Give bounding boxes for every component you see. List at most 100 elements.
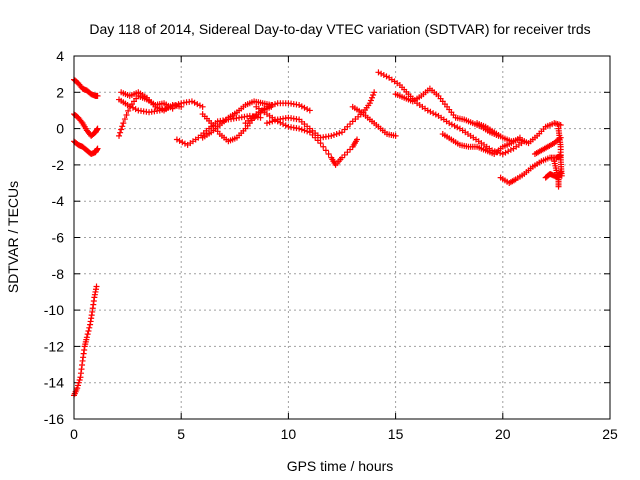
x-tick-label: 15 xyxy=(388,426,404,442)
data-point xyxy=(266,119,273,126)
y-tick-label: -4 xyxy=(52,193,65,209)
data-point xyxy=(317,140,324,147)
data-point xyxy=(371,89,378,96)
data-point xyxy=(558,172,565,179)
grid-lines xyxy=(74,56,610,419)
data-point xyxy=(74,385,81,392)
plot-frame xyxy=(73,55,611,420)
data-point xyxy=(123,111,130,118)
data-point xyxy=(448,121,455,128)
data-point xyxy=(282,122,289,129)
data-point xyxy=(430,110,437,117)
data-point xyxy=(341,126,348,133)
axis-ticks: 0 5 10 15 20 25 -16 -14 -12 -10 -8 -6 -4 -2 0 2 4 xyxy=(44,48,618,442)
data-point xyxy=(76,376,83,383)
data-point xyxy=(257,114,264,121)
data-point xyxy=(427,108,434,115)
data-point xyxy=(269,118,276,125)
data-point xyxy=(301,104,308,111)
x-tick-label: 0 xyxy=(70,426,78,442)
data-point xyxy=(296,102,303,109)
data-point xyxy=(296,125,303,132)
data-point xyxy=(446,120,453,127)
data-point xyxy=(369,94,376,101)
data-point xyxy=(325,151,332,158)
data-points xyxy=(71,69,565,399)
data-point xyxy=(94,145,101,152)
y-axis-label: SDTVAR / TECUs xyxy=(5,181,21,293)
data-point xyxy=(301,127,308,134)
data-point xyxy=(336,130,343,137)
data-point xyxy=(269,102,276,109)
data-point xyxy=(188,98,195,105)
data-point xyxy=(78,118,85,125)
data-point xyxy=(354,136,361,143)
data-point xyxy=(116,132,123,139)
x-tick-label: 5 xyxy=(177,426,185,442)
data-series-s18 xyxy=(474,120,564,147)
data-point xyxy=(86,324,93,331)
data-point xyxy=(121,116,128,123)
x-tick-label: 20 xyxy=(495,426,511,442)
data-point xyxy=(266,102,273,109)
data-point xyxy=(298,126,305,133)
data-point xyxy=(341,151,348,158)
data-point xyxy=(178,103,185,110)
data-point xyxy=(344,123,351,130)
y-tick-label: -12 xyxy=(44,338,64,354)
data-point xyxy=(328,132,335,139)
data-series-s14 xyxy=(349,103,399,139)
data-point xyxy=(347,121,354,128)
data-point xyxy=(84,331,91,338)
data-point xyxy=(263,103,270,110)
data-series-s23 xyxy=(551,158,562,190)
data-point xyxy=(392,132,399,139)
y-tick-label: 2 xyxy=(56,84,64,100)
data-point xyxy=(181,140,188,147)
data-point xyxy=(432,111,439,118)
data-point xyxy=(380,72,387,79)
data-series-s22 xyxy=(555,125,565,179)
data-point xyxy=(191,99,198,106)
data-series-s2 xyxy=(71,111,101,139)
data-point xyxy=(176,137,183,144)
data-point xyxy=(555,183,562,190)
data-point xyxy=(194,101,201,108)
data-series-s7 xyxy=(118,89,185,114)
y-tick-label: -10 xyxy=(44,302,64,318)
data-point xyxy=(499,151,506,158)
data-point xyxy=(173,136,180,143)
data-point xyxy=(117,129,124,136)
y-tick-label: -8 xyxy=(52,266,65,282)
data-point xyxy=(272,117,278,124)
data-point xyxy=(347,146,354,153)
data-point xyxy=(83,334,90,341)
data-point xyxy=(196,102,203,109)
data-point xyxy=(125,107,132,114)
data-point xyxy=(306,107,313,114)
x-tick-label: 10 xyxy=(281,426,297,442)
data-point xyxy=(505,148,512,155)
data-point xyxy=(424,107,431,114)
chart-title: Day 118 of 2014, Sidereal Day-to-day VTE… xyxy=(89,21,590,37)
data-series-s19 xyxy=(497,152,564,187)
data-point xyxy=(366,100,373,107)
data-point xyxy=(304,106,311,113)
data-point xyxy=(322,147,329,154)
data-point xyxy=(75,379,82,386)
data-point xyxy=(451,122,458,129)
data-point xyxy=(344,149,351,156)
data-point xyxy=(367,97,374,104)
x-tick-label: 25 xyxy=(602,426,618,442)
data-point xyxy=(375,69,382,76)
data-point xyxy=(339,154,345,161)
y-tick-label: -6 xyxy=(52,230,65,246)
data-point xyxy=(179,139,186,146)
data-point xyxy=(129,104,136,111)
data-point xyxy=(339,129,345,136)
data-point xyxy=(85,327,92,334)
data-point xyxy=(75,382,82,389)
data-point xyxy=(502,149,509,156)
